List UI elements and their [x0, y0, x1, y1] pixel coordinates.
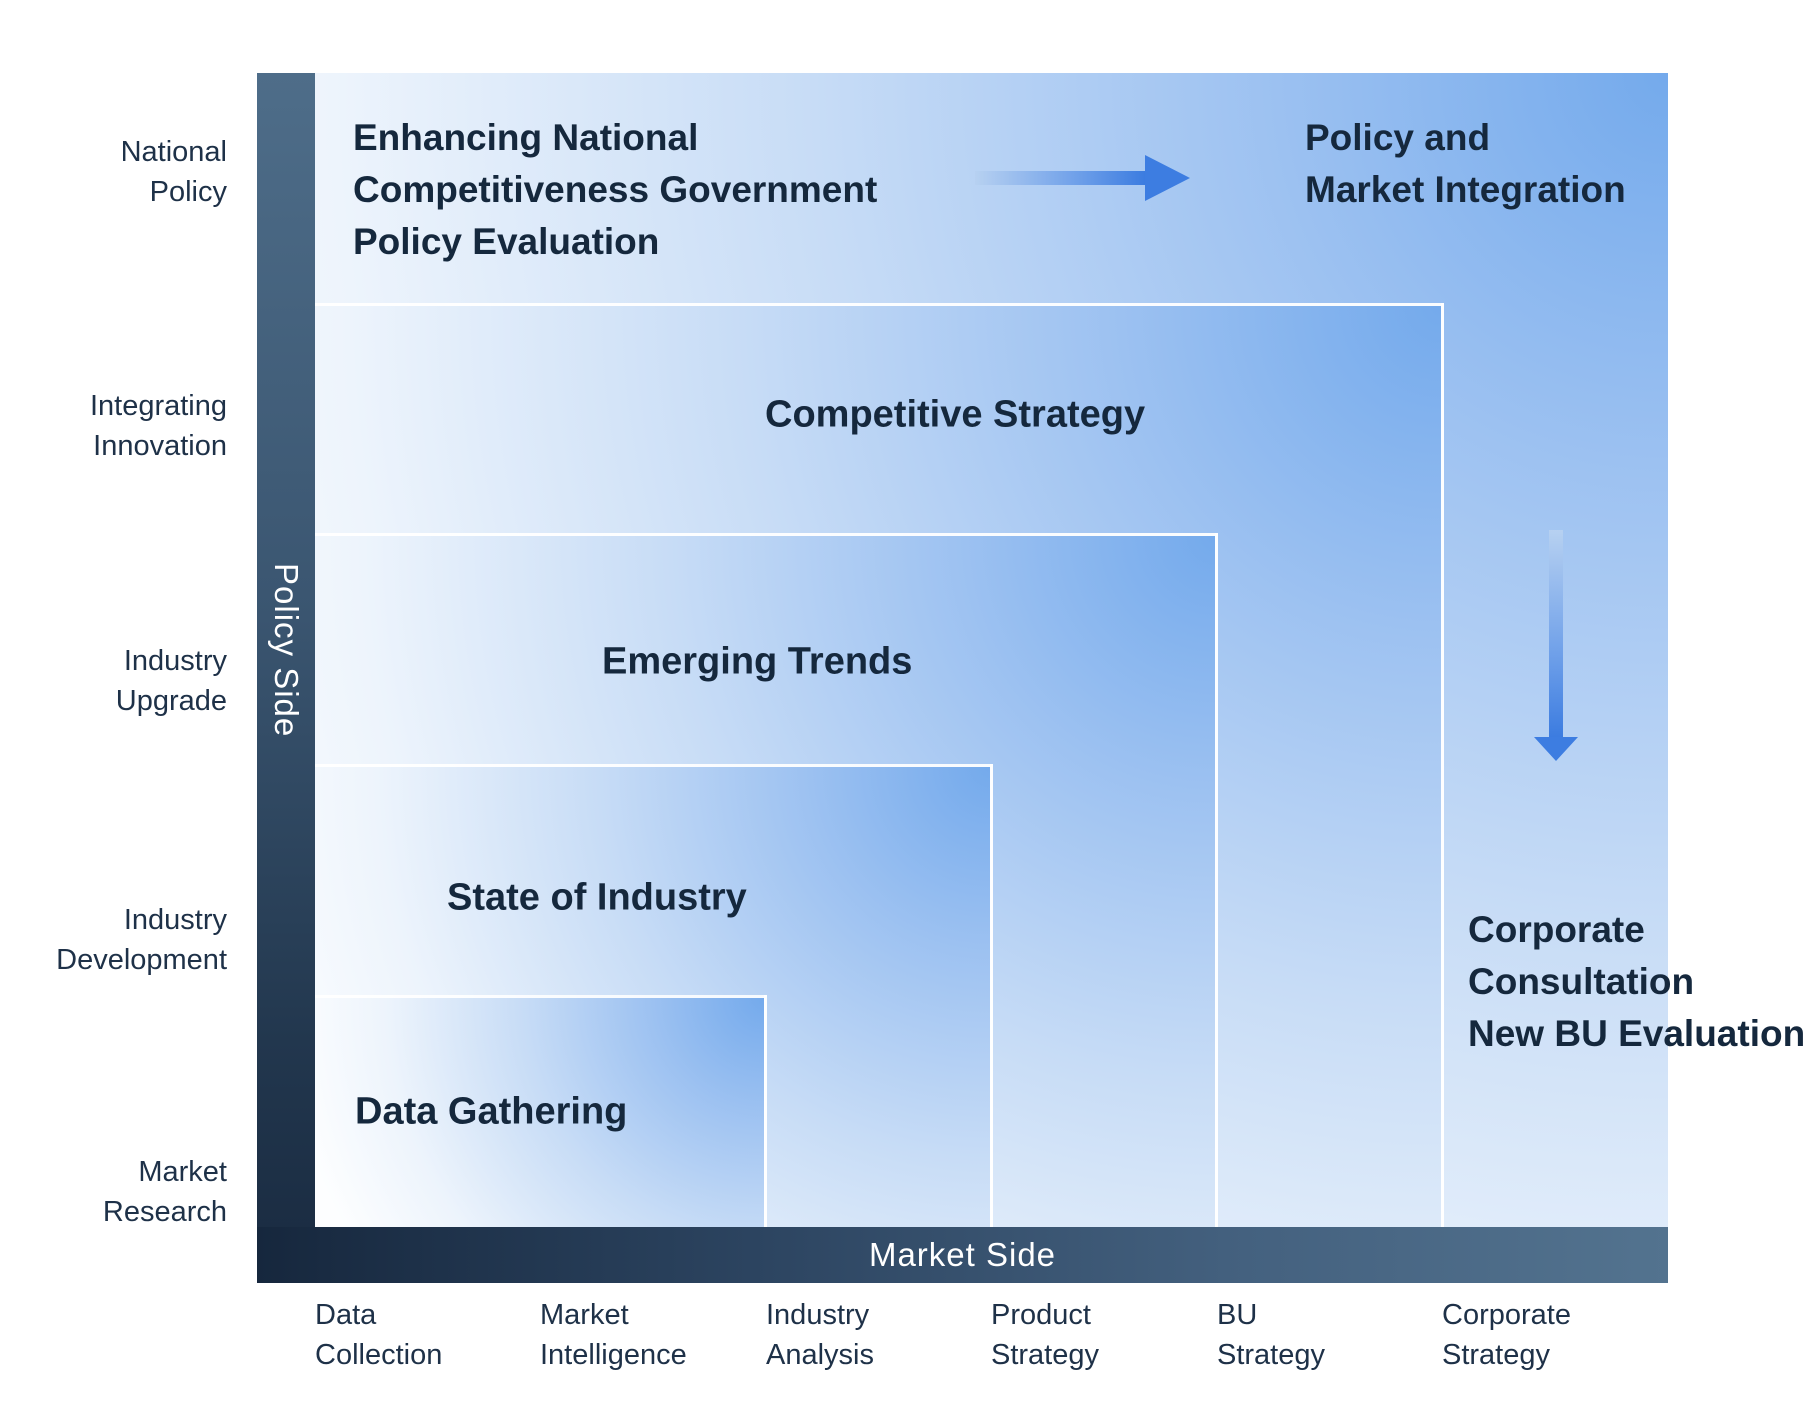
policy-side-axis-label: Policy Side — [268, 562, 305, 738]
right-note-line-2: Consultation — [1468, 961, 1695, 1002]
col-label-line: Market — [540, 1299, 629, 1331]
col-label-line: Corporate — [1442, 1299, 1571, 1331]
diagram-title: Enhancing National Competitiveness Gover… — [353, 112, 877, 268]
row-label-line: Innovation — [93, 430, 227, 462]
col-label-line: Analysis — [766, 1339, 874, 1371]
row-label-line: Research — [102, 1196, 227, 1228]
row-label-integrating-innovation: Integrating Innovation — [0, 386, 227, 466]
col-label-line: Data — [315, 1299, 377, 1331]
row-label-line: Development — [56, 944, 227, 976]
col-label-data-collection: Data Collection — [315, 1295, 442, 1375]
row-label-line: Market — [138, 1156, 227, 1188]
row-label-line: Industry — [123, 645, 227, 677]
row-label-market-research: Market Research — [0, 1152, 227, 1232]
title-line-2: Competitiveness Government — [353, 169, 878, 210]
col-label-line: Intelligence — [540, 1339, 687, 1371]
corner-note-line-2: Market Integration — [1305, 169, 1626, 210]
row-label-national-policy: National Policy — [0, 132, 227, 212]
market-side-axis-label: Market Side — [868, 1236, 1057, 1273]
row-label-line: Upgrade — [115, 685, 227, 717]
corner-note-line-1: Policy and — [1305, 117, 1491, 158]
row-label-industry-upgrade: Industry Upgrade — [0, 641, 227, 721]
state-of-industry-label: State of Industry — [447, 876, 747, 919]
col-label-line: BU — [1217, 1299, 1258, 1331]
row-label-line: Policy — [149, 176, 227, 208]
flow-right-arrow-icon — [975, 171, 1145, 185]
col-label-corporate-strategy: Corporate Strategy — [1442, 1295, 1571, 1375]
col-label-product-strategy: Product Strategy — [991, 1295, 1099, 1375]
col-label-line: Industry — [766, 1299, 870, 1331]
emerging-trends-label: Emerging Trends — [602, 640, 913, 683]
policy-side-axis-bar — [257, 73, 315, 1283]
col-label-line: Strategy — [991, 1339, 1099, 1371]
title-line-3: Policy Evaluation — [353, 221, 660, 262]
row-label-industry-development: Industry Development — [0, 900, 227, 980]
competitive-strategy-label: Competitive Strategy — [765, 393, 1146, 436]
row-label-line: Industry — [123, 904, 227, 936]
row-label-line: Integrating — [89, 390, 227, 422]
corporate-consultation-note: Corporate Consultation New BU Evaluation — [1468, 904, 1805, 1060]
flow-right-arrowhead-icon — [1145, 155, 1190, 201]
right-note-line-1: Corporate — [1468, 909, 1645, 950]
col-label-line: Strategy — [1217, 1339, 1325, 1371]
market-side-axis-bar: Market Side — [257, 1227, 1668, 1283]
title-line-1: Enhancing National — [353, 117, 699, 158]
right-note-line-3: New BU Evaluation — [1468, 1013, 1806, 1054]
col-label-line: Product — [991, 1299, 1091, 1331]
col-label-line: Collection — [315, 1339, 443, 1371]
block-data-gathering — [315, 995, 767, 1227]
data-gathering-label: Data Gathering — [355, 1090, 628, 1133]
row-label-line: National — [120, 136, 227, 168]
flow-down-arrowhead-icon — [1534, 737, 1578, 761]
policy-market-integration-label: Policy and Market Integration — [1305, 112, 1626, 216]
col-label-industry-analysis: Industry Analysis — [766, 1295, 874, 1375]
col-label-line: Strategy — [1442, 1339, 1550, 1371]
col-label-bu-strategy: BU Strategy — [1217, 1295, 1325, 1375]
col-label-market-intelligence: Market Intelligence — [540, 1295, 687, 1375]
flow-down-arrow-icon — [1549, 530, 1563, 737]
